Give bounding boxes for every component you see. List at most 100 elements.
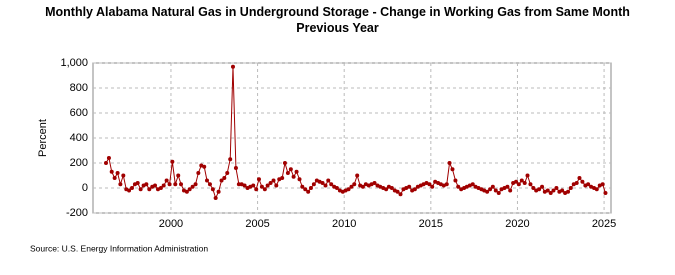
data-point bbox=[196, 171, 201, 175]
data-point bbox=[228, 157, 233, 162]
data-point bbox=[297, 177, 302, 182]
data-point bbox=[548, 191, 553, 195]
data-point bbox=[109, 169, 114, 174]
data-point bbox=[161, 183, 166, 188]
data-point bbox=[516, 182, 521, 187]
data-point bbox=[233, 166, 238, 170]
data-point bbox=[118, 182, 123, 187]
data-point bbox=[603, 191, 608, 195]
data-point bbox=[193, 182, 198, 187]
data-point bbox=[355, 173, 360, 178]
data-point bbox=[303, 187, 308, 192]
data-point bbox=[545, 188, 550, 193]
data-point bbox=[326, 178, 331, 183]
data-point bbox=[450, 167, 455, 172]
data-point bbox=[127, 188, 132, 193]
data-point bbox=[129, 186, 134, 190]
data-point bbox=[135, 181, 140, 185]
data-point bbox=[106, 156, 111, 160]
y-tick-label: 400 bbox=[70, 132, 88, 144]
data-point bbox=[488, 187, 493, 192]
data-point bbox=[236, 182, 241, 187]
y-axis-label: Percent bbox=[37, 119, 49, 157]
data-point bbox=[271, 178, 276, 183]
data-point bbox=[213, 196, 218, 200]
data-point bbox=[259, 184, 264, 189]
data-point bbox=[574, 181, 579, 185]
data-point bbox=[256, 177, 261, 182]
chart-title: Monthly Alabama Natural Gas in Undergrou… bbox=[45, 5, 630, 35]
x-tick-label: 2000 bbox=[159, 218, 183, 230]
data-point bbox=[138, 187, 143, 192]
y-tick-label: 200 bbox=[70, 157, 88, 169]
data-point bbox=[251, 183, 256, 188]
data-point bbox=[103, 161, 108, 165]
data-point bbox=[577, 176, 582, 180]
data-point bbox=[554, 186, 559, 190]
data-point bbox=[329, 182, 334, 187]
data-point bbox=[470, 182, 475, 187]
data-point bbox=[115, 171, 120, 175]
data-point bbox=[300, 184, 305, 189]
data-point bbox=[496, 191, 501, 195]
data-point bbox=[412, 187, 417, 192]
data-point bbox=[398, 192, 403, 197]
data-point bbox=[112, 176, 117, 180]
data-point bbox=[444, 182, 449, 187]
data-point bbox=[144, 182, 149, 187]
x-tick-label: 2020 bbox=[505, 218, 529, 230]
data-point bbox=[242, 183, 247, 188]
data-point bbox=[568, 186, 573, 190]
data-point bbox=[566, 189, 571, 194]
data-point bbox=[372, 181, 377, 185]
data-point bbox=[285, 171, 290, 175]
data-point bbox=[508, 188, 513, 193]
data-point bbox=[179, 182, 184, 187]
data-point bbox=[493, 188, 498, 193]
data-point bbox=[311, 182, 316, 187]
data-point bbox=[352, 182, 357, 187]
data-point bbox=[280, 176, 285, 180]
data-point bbox=[360, 184, 365, 189]
data-point bbox=[282, 161, 287, 165]
data-point bbox=[268, 181, 273, 185]
data-point bbox=[184, 189, 189, 194]
data-point bbox=[230, 64, 235, 69]
data-point bbox=[580, 179, 585, 184]
data-point bbox=[334, 186, 339, 190]
data-point bbox=[389, 186, 394, 190]
data-point bbox=[216, 189, 221, 194]
data-point bbox=[395, 189, 400, 194]
data-point bbox=[176, 173, 181, 178]
data-point bbox=[164, 178, 169, 183]
data-point bbox=[430, 184, 435, 189]
data-point bbox=[528, 182, 533, 187]
data-point bbox=[121, 173, 126, 178]
data-point bbox=[447, 161, 452, 165]
title-block: Monthly Alabama Natural Gas in Undergrou… bbox=[30, 4, 645, 36]
data-point bbox=[158, 186, 163, 190]
data-point bbox=[537, 187, 542, 192]
data-point bbox=[456, 184, 461, 189]
data-point bbox=[519, 178, 524, 183]
data-point bbox=[294, 169, 299, 174]
data-point bbox=[594, 187, 599, 192]
data-point bbox=[222, 176, 227, 180]
data-point bbox=[485, 189, 490, 194]
data-point bbox=[225, 171, 230, 175]
data-point bbox=[531, 186, 536, 190]
source-note: Source: U.S. Energy Information Administ… bbox=[30, 243, 208, 253]
data-point bbox=[560, 188, 565, 193]
data-point bbox=[173, 182, 178, 187]
data-point bbox=[586, 182, 591, 187]
x-tick-label: 2005 bbox=[245, 218, 269, 230]
data-point bbox=[167, 182, 172, 187]
data-point bbox=[147, 187, 152, 192]
data-point bbox=[219, 178, 224, 183]
data-point bbox=[320, 181, 325, 185]
data-point bbox=[600, 182, 605, 187]
data-point bbox=[551, 188, 556, 193]
data-point bbox=[407, 184, 412, 189]
data-point bbox=[291, 174, 296, 179]
y-tick-label: 600 bbox=[70, 107, 88, 119]
